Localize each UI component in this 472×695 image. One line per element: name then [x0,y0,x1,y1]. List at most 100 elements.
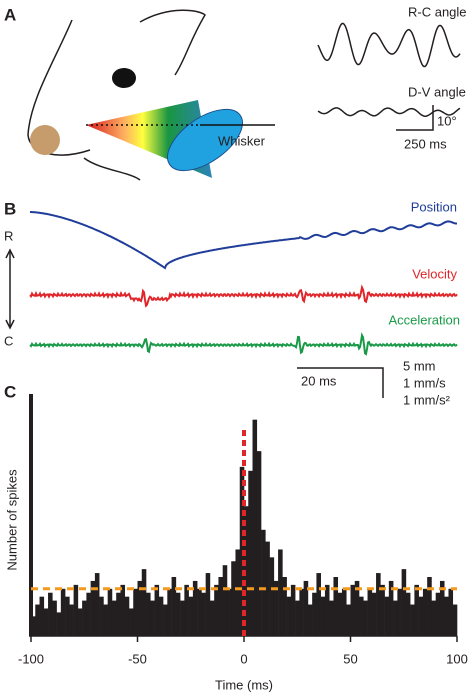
bar [418,596,424,636]
bar [414,584,419,636]
bar [354,580,360,636]
bar [444,596,449,636]
velocity-trace [29,284,458,308]
bar [401,569,407,636]
bar [218,577,223,636]
bar [163,604,168,636]
bar [141,569,147,636]
bar [380,584,385,636]
bar [82,600,87,636]
trace-label: R-C angle [408,4,467,19]
bar [393,600,398,636]
bar [214,584,219,636]
mouse-drawing [27,9,275,181]
whisker-label: Whisker [218,133,266,148]
bar [192,580,198,636]
bar [252,419,258,636]
panel-label: B [4,199,16,218]
bar [376,573,381,636]
bar [94,573,100,636]
scale-label: 250 ms [404,136,447,151]
trace-label: Position [411,199,457,214]
panel-label: C [4,382,16,401]
scale-bar [297,367,384,398]
bar [235,549,241,636]
bar [329,600,334,636]
bar [388,580,394,636]
bar [43,608,49,636]
bar [167,588,172,636]
bar [435,592,441,636]
scale-label: 5 mm [403,358,436,373]
acceleration-trace [29,332,458,356]
bar [158,596,164,636]
bar [48,592,53,636]
bar [128,608,134,636]
bar [371,592,377,636]
bar [222,565,228,636]
bar [107,588,113,636]
direction-label: C [4,333,13,348]
bar [324,584,330,636]
dv-trace [317,107,461,117]
bar [282,577,287,636]
bar [184,584,189,636]
bar [320,596,326,636]
panel-label: A [4,5,16,24]
bar [86,592,91,636]
bar [120,584,126,636]
bar [295,600,300,636]
bar [427,577,432,636]
bar [35,604,40,636]
trace-label: D-V angle [408,84,466,99]
bar [337,592,343,636]
bar [452,604,458,636]
scale-label: 10° [437,113,457,128]
bar [69,604,74,636]
scale-bar [396,105,434,131]
bar [278,549,283,636]
trace-label: Velocity [412,266,457,281]
bar [137,580,143,636]
bar [397,588,402,636]
x-tick-label: 0 [240,651,247,666]
bar [422,588,428,636]
bar [77,608,83,636]
bar [448,588,454,636]
scale-label: 20 ms [301,373,337,388]
x-axis-label: Time (ms) [215,677,273,692]
bar [205,573,211,636]
y-axis-label: Number of spikes [4,469,19,571]
bar [333,577,339,636]
bar [286,596,292,636]
bar [256,451,262,636]
x-tick-label: -100 [18,651,44,666]
bar [359,596,364,636]
bar [171,577,177,636]
bar [312,592,317,636]
bar [303,580,309,636]
bar [439,580,445,636]
bar [299,588,304,636]
x-tick-label: 50 [343,651,357,666]
direction-arrow [5,248,15,330]
bar [133,588,138,636]
bar [56,612,62,636]
position-trace [30,211,457,270]
bar [307,604,313,636]
bar [269,557,275,636]
bar [31,616,36,636]
bar [111,600,117,636]
bar [248,470,253,636]
bar [65,596,70,636]
bar [52,600,57,636]
bar [103,604,108,636]
bar [180,600,185,636]
bar [188,596,194,636]
bar [60,588,66,636]
bar [197,588,202,636]
bar [226,588,232,636]
bar [273,580,279,636]
bar [405,592,411,636]
